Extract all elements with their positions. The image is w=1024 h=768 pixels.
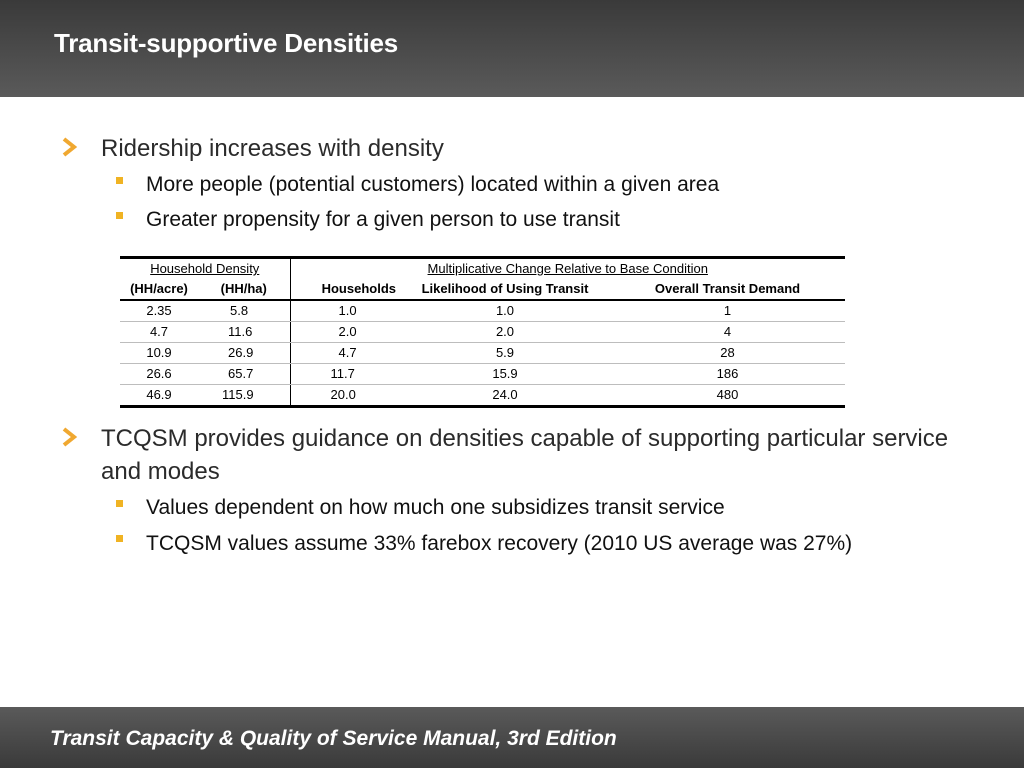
table-group-header: Multiplicative Change Relative to Base C… (427, 261, 708, 276)
sub-bullet-text: TCQSM values assume 33% farebox recovery… (146, 532, 853, 555)
square-bullet-icon (116, 535, 123, 542)
table-column-header: (HH/acre) (120, 279, 198, 301)
square-bullet-icon (116, 177, 123, 184)
table-row: 4.7 11.6 2.0 2.0 4 (120, 321, 845, 343)
chevron-bullet-icon (62, 427, 78, 447)
chevron-bullet-icon (62, 137, 78, 157)
bullet-text: TCQSM provides guidance on densities cap… (101, 425, 949, 485)
table-row: 10.9 26.9 4.7 5.9 28 (120, 342, 845, 364)
bullet-text: Ridership increases with density (101, 135, 444, 162)
table-group-header: Household Density (120, 259, 291, 279)
table-row: 46.9 115.9 20.0 24.0 480 (120, 384, 845, 405)
sub-bullet-text: Values dependent on how much one subsidi… (146, 496, 725, 519)
slide-title: Transit-supportive Densities (54, 28, 399, 58)
footer-text: Transit Capacity & Quality of Service Ma… (50, 727, 617, 750)
sub-bullet-text: Greater propensity for a given person to… (146, 208, 620, 231)
table-column-header: Overall Transit Demand (610, 279, 845, 301)
table-row: 2.35 5.8 1.0 1.0 1 (120, 300, 845, 322)
title-bar: Transit-supportive Densities (0, 0, 1024, 97)
table-row: 26.6 65.7 11.7 15.9 186 (120, 363, 845, 385)
table-column-header: (HH/ha) (198, 279, 291, 301)
sub-bullet-text: More people (potential customers) locate… (146, 173, 720, 196)
square-bullet-icon (116, 212, 123, 219)
table-column-header: Likelihood of Using Transit (400, 279, 610, 301)
table-column-header: Households (290, 279, 400, 301)
square-bullet-icon (116, 500, 123, 507)
footer-bar: Transit Capacity & Quality of Service Ma… (0, 707, 1024, 768)
density-table: Household Density Multiplicative Change … (120, 256, 845, 408)
